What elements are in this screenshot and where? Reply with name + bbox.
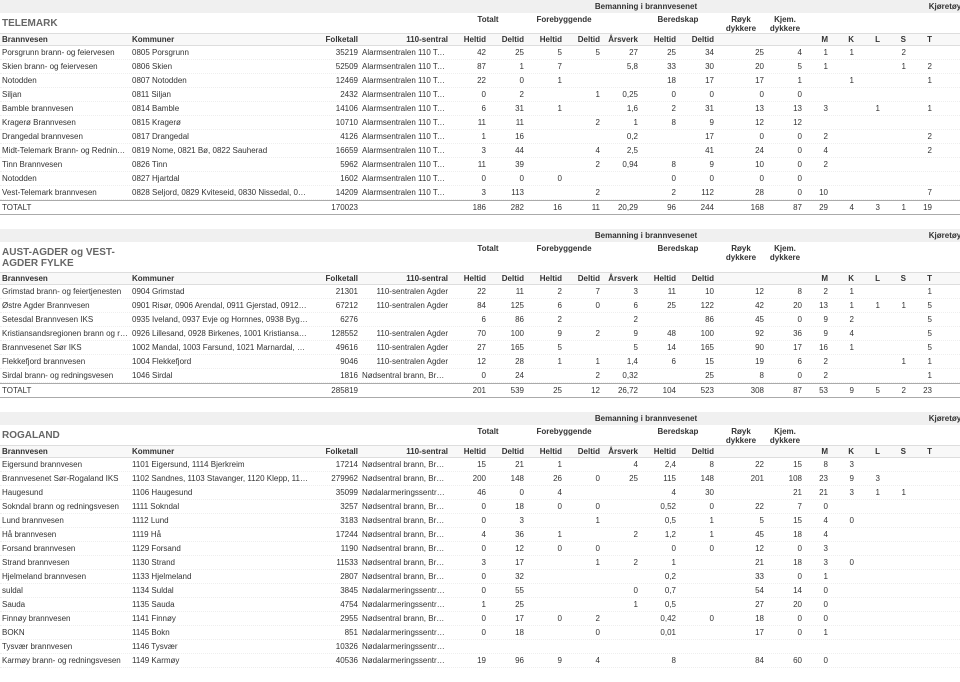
table-row: Grimstad brann- og feiertjenesten0904 Gr… — [0, 285, 960, 299]
table-row: Sirdal brann- og redningsvesen1046 Sirda… — [0, 369, 960, 383]
table-row: Midt-Telemark Brann- og Redningstj.0819 … — [0, 144, 960, 158]
column-header: BrannvesenKommunerFolketall110-sentralHe… — [0, 272, 960, 285]
column-header: BrannvesenKommunerFolketall110-sentralHe… — [0, 33, 960, 46]
table-row: Brannvesenet Sør-Rogaland IKS1102 Sandne… — [0, 472, 960, 486]
table-row: Haugesund1106 Haugesund35099Nødalarmerin… — [0, 486, 960, 500]
table-row: Brannvesenet Sør IKS1002 Mandal, 1003 Fa… — [0, 341, 960, 355]
table-row: Sauda1135 Sauda4754Nødalarmeringssentral… — [0, 598, 960, 612]
table-row: Østre Agder Brannvesen0901 Risør, 0906 A… — [0, 299, 960, 313]
table-row: Flekkefjord brannvesen1004 Flekkefjord90… — [0, 355, 960, 369]
table-row: Tysvær brannvesen1146 Tysvær10326Nødalar… — [0, 640, 960, 654]
subgroup-header: AUST-AGDER og VEST-AGDER FYLKETotaltFore… — [0, 242, 960, 272]
table-row: Bamble brannvesen0814 Bamble14106Alarmse… — [0, 102, 960, 116]
table-row: Drangedal brannvesen0817 Drangedal4126Al… — [0, 130, 960, 144]
table-row: Kristiansandsregionen brann og redning I… — [0, 327, 960, 341]
table-row: Notodden0807 Notodden12469Alarmsentralen… — [0, 74, 960, 88]
group-header: Bemanning i brannvesenetKjøretøy — [0, 229, 960, 242]
table-row: BOKN1145 Bokn851Nødalarmeringssentralen … — [0, 626, 960, 640]
table-row: Hå brannvesen1119 Hå17244Nødsentral bran… — [0, 528, 960, 542]
table-row: Notodden0827 Hjartdal1602Alarmsentralen … — [0, 172, 960, 186]
table-row: Finnøy brannvesen1141 Finnøy2955Nødsentr… — [0, 612, 960, 626]
section-title: TELEMARK — [0, 15, 130, 33]
table-row: Sokndal brann og redningsvesen1111 Soknd… — [0, 500, 960, 514]
section: Bemanning i brannvesenetKjøretøyROGALAND… — [0, 412, 960, 668]
section: Bemanning i brannvesenetKjøretøyTELEMARK… — [0, 0, 960, 215]
column-header: BrannvesenKommunerFolketall110-sentralHe… — [0, 445, 960, 458]
table-row: suldal1134 Suldal3845Nødalarmeringssentr… — [0, 584, 960, 598]
group-header: Bemanning i brannvesenetKjøretøy — [0, 412, 960, 425]
table-row: Hjelmeland brannvesen1133 Hjelmeland2807… — [0, 570, 960, 584]
table-row: Porsgrunn brann- og feiervesen0805 Porsg… — [0, 46, 960, 60]
table-row: Karmøy brann- og redningsvesen1149 Karmø… — [0, 654, 960, 668]
total-row: TOTALT170023186282161120,299624416887294… — [0, 200, 960, 215]
section-title: AUST-AGDER og VEST-AGDER FYLKE — [0, 244, 130, 272]
table-row: Siljan0811 Siljan2432Alarmsentralen 110 … — [0, 88, 960, 102]
section-title: ROGALAND — [0, 427, 130, 445]
table-row: Vest-Telemark brannvesen0828 Seljord, 08… — [0, 186, 960, 200]
table-row: Lund brannvesen1112 Lund3183Nødsentral b… — [0, 514, 960, 528]
table-row: Skien brann- og feiervesen0806 Skien5250… — [0, 60, 960, 74]
subgroup-header: TELEMARKTotaltForebyggendeBeredskapRøyk … — [0, 13, 960, 33]
table-row: Eigersund brannvesen1101 Eigersund, 1114… — [0, 458, 960, 472]
table-row: Strand brannvesen1130 Strand11533Nødsent… — [0, 556, 960, 570]
section: Bemanning i brannvesenetKjøretøyAUST-AGD… — [0, 229, 960, 398]
table-row: Kragerø Brannvesen0815 Kragerø10710Alarm… — [0, 116, 960, 130]
group-header: Bemanning i brannvesenetKjøretøy — [0, 0, 960, 13]
table-row: Forsand brannvesen1129 Forsand1190Nødsen… — [0, 542, 960, 556]
table-row: Tinn Brannvesen0826 Tinn5962Alarmsentral… — [0, 158, 960, 172]
table-row: Setesdal Brannvesen IKS0935 Iveland, 093… — [0, 313, 960, 327]
subgroup-header: ROGALANDTotaltForebyggendeBeredskapRøyk … — [0, 425, 960, 445]
total-row: TOTALT285819201539251226,721045233088753… — [0, 383, 960, 398]
